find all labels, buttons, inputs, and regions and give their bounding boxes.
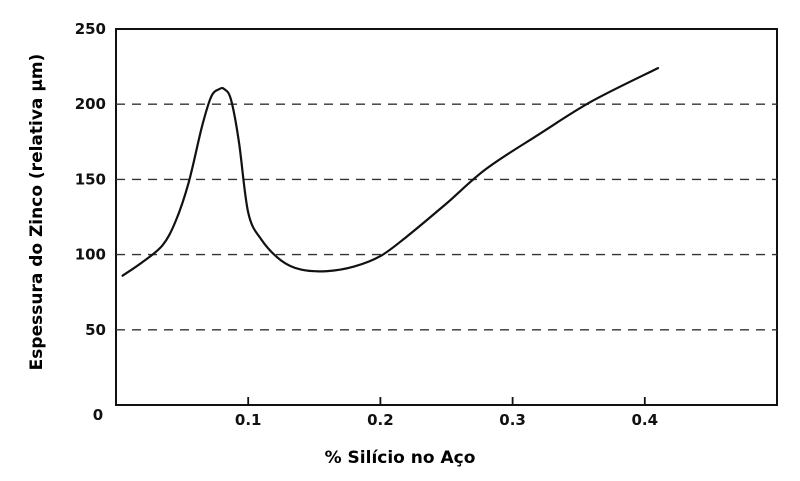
plot-frame <box>115 28 778 406</box>
y-axis-title: Espessura do Zinco (relativa µm) <box>27 54 47 371</box>
y-tick-labels: 50 100 150 200 250 <box>75 20 106 339</box>
origin-label: 0 <box>93 406 103 424</box>
y-tick-label: 150 <box>75 170 106 188</box>
x-axis-title: % Silício no Aço <box>325 448 476 468</box>
series-line <box>121 67 660 277</box>
x-tick-label: 0.2 <box>367 411 394 429</box>
y-tick-label: 100 <box>75 246 106 264</box>
y-tick-label: 250 <box>75 20 106 38</box>
y-tick-label: 200 <box>75 95 106 113</box>
y-tick-label: 50 <box>85 321 106 339</box>
x-tick-label: 0.1 <box>235 411 262 429</box>
grid-lines <box>116 103 777 331</box>
x-tick-labels: 0.1 0.2 0.3 0.4 <box>235 397 658 429</box>
x-tick-label: 0.4 <box>632 411 659 429</box>
x-tick-label: 0.3 <box>499 411 526 429</box>
